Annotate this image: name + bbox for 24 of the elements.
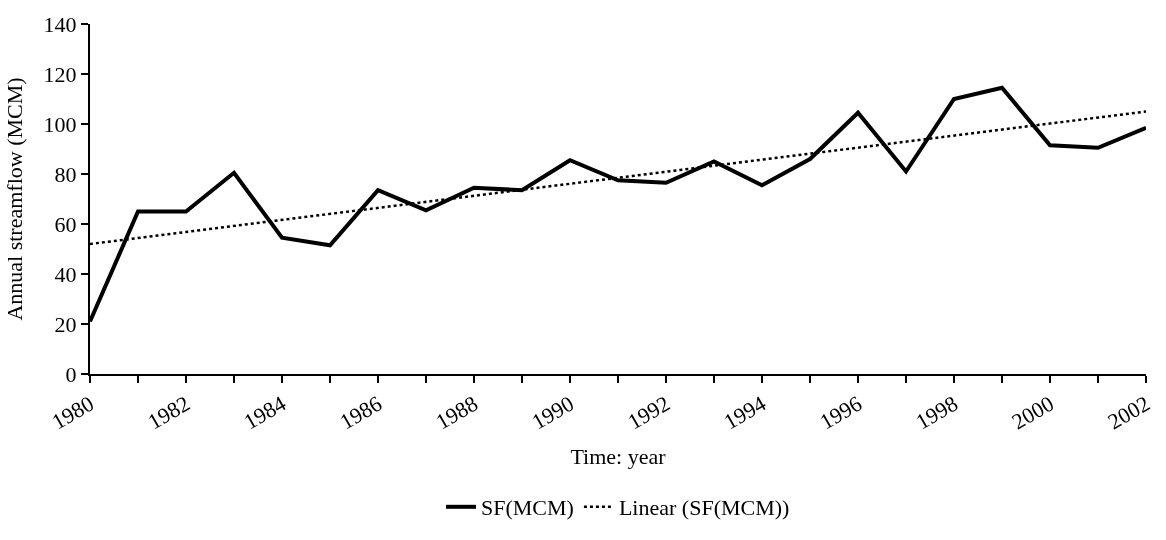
x-tick-label: 1980: [47, 390, 98, 435]
x-tick-label: 2000: [1007, 390, 1058, 435]
x-tick-label: 1998: [911, 390, 962, 435]
x-tick-label: 1996: [815, 390, 866, 435]
legend-label: Linear (SF(MCM)): [618, 495, 790, 521]
x-tick-label: 1992: [623, 390, 674, 435]
x-tick-label: 1988: [431, 390, 482, 435]
y-tick-label: 60: [54, 211, 77, 237]
x-tick-label: 1994: [719, 390, 770, 435]
y-tick-label: 0: [65, 361, 77, 387]
x-tick-label: 1990: [527, 390, 578, 435]
x-tick-label: 1984: [239, 390, 290, 435]
x-tick-label: 2002: [1103, 390, 1154, 435]
y-tick-label: 140: [43, 11, 77, 37]
y-tick-label: 100: [43, 111, 77, 137]
y-axis-title: Annual streamflow (MCM): [1, 77, 27, 321]
y-tick-label: 40: [54, 261, 77, 287]
y-tick-label: 20: [54, 311, 77, 337]
legend-label: SF(MCM): [481, 495, 574, 521]
y-tick-label: 120: [43, 61, 77, 87]
x-tick-label: 1986: [335, 390, 386, 435]
x-axis-title: Time: year: [570, 443, 667, 469]
x-tick-label: 1982: [143, 390, 194, 435]
y-tick-label: 80: [54, 161, 77, 187]
